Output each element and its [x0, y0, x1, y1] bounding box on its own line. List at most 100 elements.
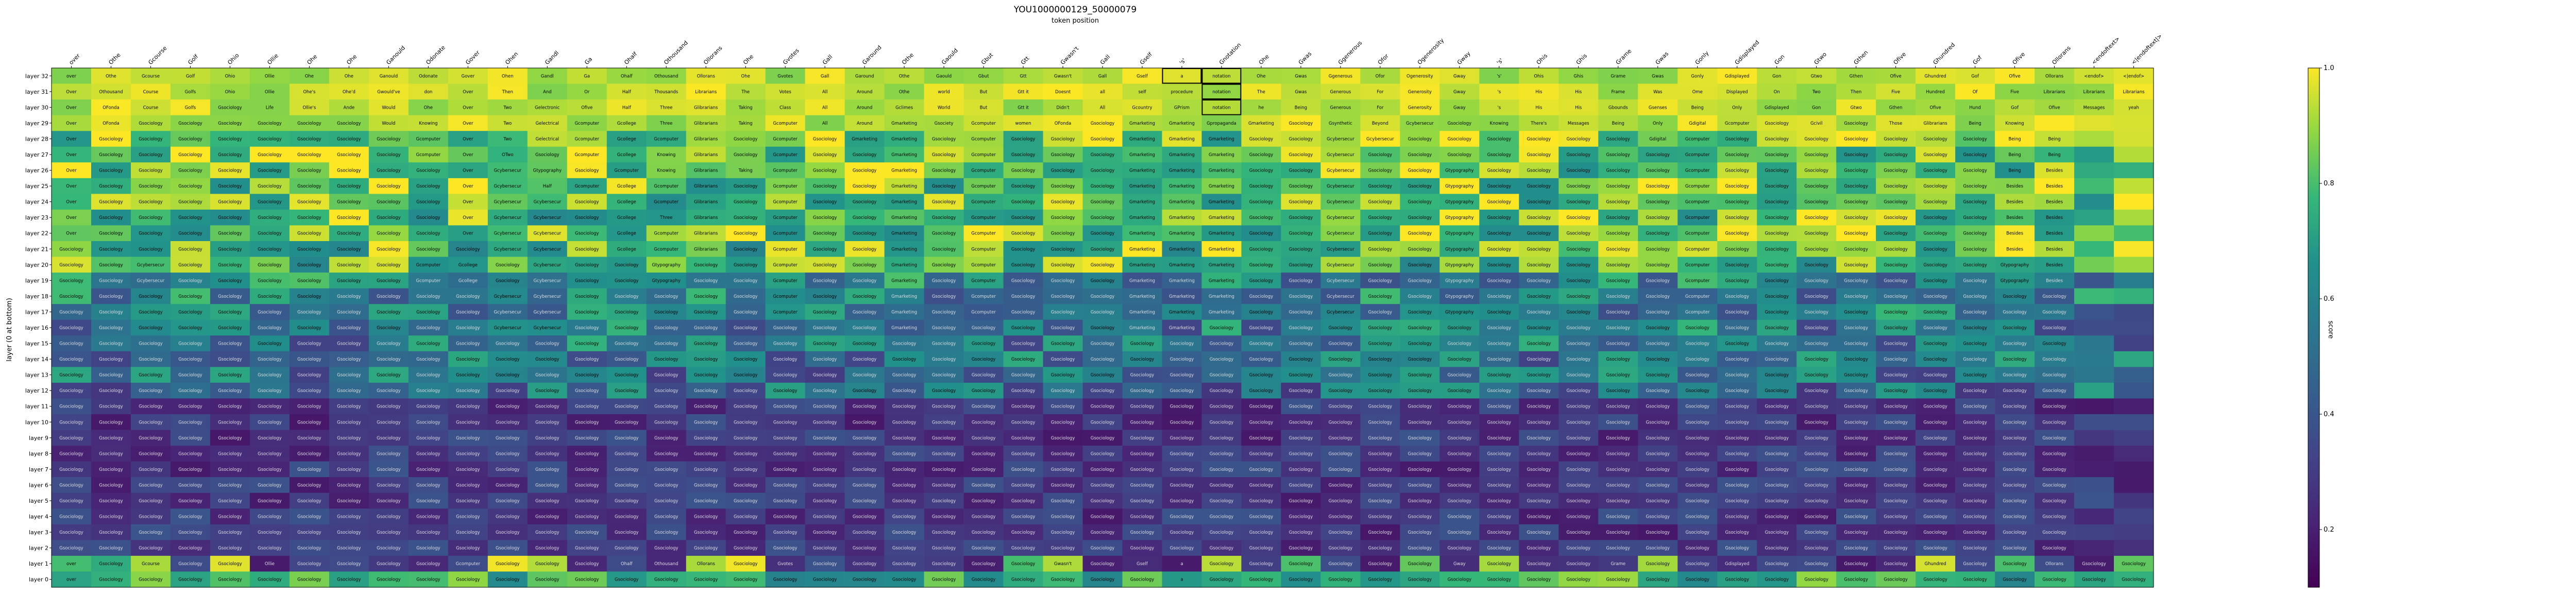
heatmap-cell [210, 225, 250, 242]
heatmap-cell [1162, 162, 1202, 179]
cell-label: Gsociology [892, 515, 916, 520]
cell-label: Gsociology [2042, 326, 2066, 331]
cell-label: Gsociology [1963, 483, 1987, 488]
cell-label: Gcomputer [773, 184, 798, 189]
cell-label: Gpropaganda [1207, 121, 1236, 126]
cell-label: Gsociology [218, 263, 242, 268]
heatmap-cell [1836, 83, 1876, 100]
cell-label: Gsociology [535, 420, 559, 425]
cell-label: Gsociology [932, 373, 956, 378]
cell-label: Gsociology [1844, 404, 1868, 410]
heatmap-cell [1797, 492, 1837, 509]
colorbar-segment [2308, 151, 2319, 154]
heatmap-cell [527, 508, 568, 525]
cell-label: Gsociology [218, 326, 242, 331]
heatmap-cell [170, 83, 211, 100]
cell-label: Gsociology [734, 231, 757, 236]
heatmap-cell [1201, 288, 1242, 304]
heatmap-cell [1598, 524, 1638, 540]
cell-label: Gsociology [297, 515, 321, 520]
heatmap-cell [2114, 319, 2154, 336]
heatmap-cell [606, 288, 647, 304]
cell-label: Gsociology [456, 451, 480, 456]
heatmap-cell [1479, 477, 1519, 494]
heatmap-cell [646, 508, 686, 525]
cell-label: Gsociology [1408, 388, 1432, 394]
heatmap-cell [924, 83, 964, 100]
colorbar-segment [2308, 571, 2319, 575]
heatmap-cell [606, 83, 647, 100]
heatmap-cell [1162, 398, 1202, 415]
heatmap-cell [448, 257, 488, 273]
cell-label: Gsociology [2042, 342, 2066, 347]
cell-label: Gsociology [1527, 483, 1551, 488]
cell-label: Gsociology [1923, 357, 1947, 362]
cell-label: Gsociology [1170, 451, 1194, 456]
cell-label: Gtt [1020, 74, 1027, 79]
cell-label: Gcomputer [416, 263, 441, 268]
cell-label: Gsociology [1130, 515, 1154, 520]
heatmap-cell [1598, 304, 1638, 320]
cell-label: Gsociology [1725, 152, 1749, 158]
cell-label: Gsociology [734, 310, 757, 315]
heatmap-cell [686, 524, 726, 540]
highlight-box [1201, 83, 1242, 100]
cell-label: Gcomputer [416, 278, 441, 283]
cell-label: all [1100, 90, 1105, 95]
y-tick-label: layer 6 [29, 482, 48, 488]
heatmap-cell [924, 131, 964, 147]
heatmap-cell [1995, 304, 2035, 320]
heatmap-cell [1082, 131, 1123, 147]
heatmap-cell [487, 131, 528, 147]
colorbar-segment [2308, 398, 2319, 401]
cell-label: GPrism [1174, 105, 1190, 110]
heatmap-cell [1003, 508, 1043, 525]
cell-label: Gsociology [1606, 404, 1630, 410]
heatmap-cell [1836, 146, 1876, 163]
cell-label: Gsociology [575, 530, 599, 535]
cell-label: Gsociology [1685, 530, 1709, 535]
heatmap-cell [1519, 178, 1559, 194]
cell-label: Three [659, 121, 672, 126]
cell-label: Gall [821, 74, 829, 79]
heatmap-cell [1558, 194, 1599, 210]
cell-label: Gsociology [337, 326, 361, 331]
cell-label: Gon [1772, 74, 1781, 79]
heatmap-cell [606, 257, 647, 273]
cell-label: Gsociology [1884, 200, 1907, 205]
cell-label: Gcollege [617, 231, 636, 236]
heatmap-cell [2074, 273, 2114, 288]
heatmap-cell [1598, 508, 1638, 525]
heatmap-cell [408, 524, 449, 540]
cell-label: Gmarketing [1129, 137, 1155, 142]
cell-label: Gsociology [297, 137, 321, 142]
heatmap-cell [1638, 257, 1678, 273]
cell-label: Gsociology [99, 200, 123, 205]
heatmap-cell [1876, 540, 1916, 556]
heatmap-cell [1241, 194, 1281, 210]
cell-label: Gsociology [1368, 326, 1392, 331]
cell-label: Gsociology [1804, 515, 1828, 520]
heatmap-cell [1241, 257, 1281, 273]
heatmap-cell [170, 524, 211, 540]
heatmap-cell [2114, 382, 2154, 399]
cell-label: Gsociology [99, 499, 123, 504]
heatmap-cell [170, 131, 211, 147]
cell-label: Gsociology [59, 278, 83, 283]
heatmap-cell [368, 68, 409, 84]
heatmap-cell [1201, 257, 1242, 273]
heatmap-cell [91, 68, 131, 84]
cell-label: Gsociology [1289, 420, 1313, 425]
heatmap-cell [924, 273, 964, 288]
cell-label: Gsociology [1329, 420, 1352, 425]
heatmap-cell [527, 83, 568, 100]
heatmap-cell [487, 288, 528, 304]
heatmap-cell [1638, 194, 1678, 210]
heatmap-cell [1162, 446, 1202, 462]
heatmap-cell [1797, 414, 1837, 430]
cell-label: Gsociology [258, 231, 281, 236]
cell-label: Gsociology [734, 294, 757, 299]
cell-label: Gsociology [178, 310, 202, 315]
cell-label: Gsociology [297, 247, 321, 252]
cell-label: Gsociology [1725, 451, 1749, 456]
